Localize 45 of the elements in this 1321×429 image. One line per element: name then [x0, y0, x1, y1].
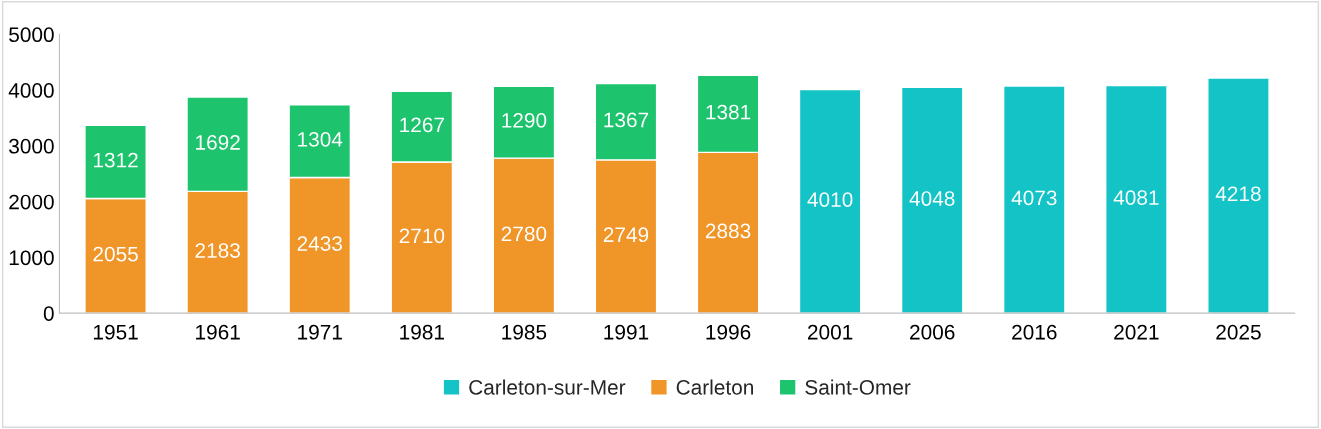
- data-label: 1290: [502, 113, 547, 128]
- data-label: 2183: [195, 243, 240, 258]
- x-tick-label: 2016: [1012, 324, 1057, 340]
- data-label: 1692: [196, 135, 240, 150]
- y-tick-label: 0: [43, 306, 54, 321]
- data-label: 4073: [1011, 190, 1057, 206]
- y-tick-label: 4000: [8, 83, 54, 98]
- x-tick-label: 2025: [1216, 324, 1261, 340]
- x-tick-label: 1991: [604, 324, 649, 340]
- data-label: 1267: [400, 117, 444, 133]
- x-tick-label: 1961: [196, 324, 240, 340]
- y-tick-label: 3000: [9, 138, 54, 154]
- data-label: 2055: [93, 246, 138, 262]
- data-label: 1312: [94, 152, 138, 168]
- bar: [1105, 84, 1168, 314]
- data-label: 2780: [501, 226, 547, 242]
- bar: [1002, 85, 1066, 314]
- y-tick-label: 2000: [9, 194, 54, 210]
- y-tick-label: 5000: [9, 27, 54, 43]
- x-tick-label: 1996: [706, 324, 751, 340]
- data-label: 2710: [399, 228, 445, 244]
- legend-label: Carleton-sur-Mer: [469, 379, 626, 395]
- data-label: 4010: [807, 192, 853, 207]
- x-tick-label: 1981: [400, 324, 444, 340]
- y-tick-label: 1000: [9, 250, 54, 266]
- legend-label: Carleton: [676, 379, 753, 395]
- bar: [1207, 77, 1270, 314]
- data-label: 1367: [604, 112, 649, 128]
- bar: [900, 86, 964, 314]
- x-tick-label: 1985: [502, 324, 547, 340]
- data-label: 2883: [705, 223, 751, 239]
- legend-label: Saint-Omer: [805, 379, 911, 395]
- bar: [798, 88, 862, 314]
- data-label: 1304: [298, 131, 343, 147]
- data-label: 1381: [706, 104, 751, 120]
- x-tick-label: 2021: [1114, 324, 1159, 340]
- data-label: 2433: [297, 236, 342, 251]
- data-label: 4048: [909, 191, 955, 206]
- x-tick-label: 2001: [808, 324, 853, 340]
- x-tick-label: 1971: [298, 324, 342, 340]
- data-label: 4081: [1113, 190, 1159, 205]
- x-tick-label: 2006: [910, 324, 955, 340]
- data-label: 4218: [1215, 186, 1261, 202]
- data-label: 2749: [603, 227, 649, 243]
- x-tick-label: 1951: [94, 324, 138, 340]
